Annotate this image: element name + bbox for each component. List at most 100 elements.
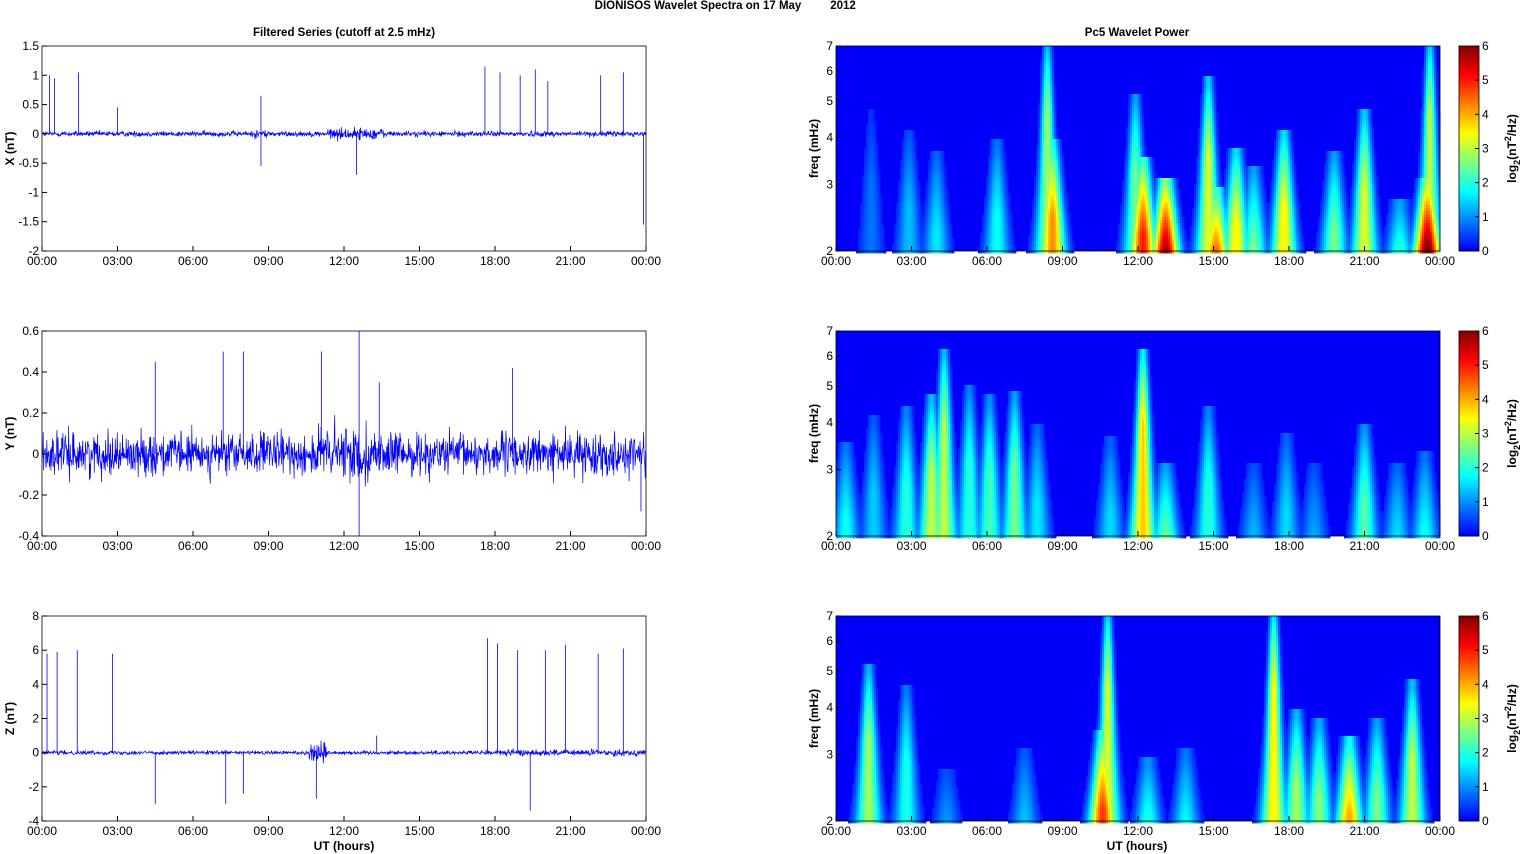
heatmap-cell: [1150, 184, 1153, 188]
heatmap-cell: [1042, 130, 1045, 134]
heatmap-cell: [1066, 196, 1069, 200]
heatmap-cell: [1000, 178, 1003, 182]
x-tick-label: 15:00: [404, 824, 434, 838]
heatmap-cell: [930, 157, 933, 161]
heatmap-cell: [1280, 175, 1283, 179]
heatmap-cell: [1040, 118, 1043, 122]
heatmap-cell: [1042, 82, 1045, 86]
heatmap-cell: [1368, 160, 1371, 164]
heatmap-cell: [870, 184, 873, 188]
heatmap-cell: [1434, 172, 1437, 176]
heatmap-cell: [1286, 184, 1289, 188]
heatmap-cell: [1426, 181, 1429, 185]
heatmap-cell: [1280, 142, 1283, 146]
heatmap-cell: [1212, 139, 1215, 143]
heatmap-cell: [1048, 157, 1051, 161]
heatmap-cell: [1158, 181, 1161, 185]
heatmap-cell: [1038, 160, 1041, 164]
heatmap-cell: [1350, 205, 1353, 209]
heatmap-cell: [916, 178, 919, 182]
heatmap-cell: [1176, 199, 1179, 203]
heatmap-cell: [1290, 202, 1293, 206]
heatmap-cell: [928, 175, 931, 179]
heatmap-cell: [1340, 166, 1343, 170]
heatmap-cell: [1368, 109, 1371, 113]
heatmap-cell: [1426, 58, 1429, 62]
heatmap-cell: [1422, 133, 1425, 137]
heatmap-cell: [1130, 115, 1133, 119]
heatmap-cell: [1240, 187, 1243, 191]
heatmap-cell: [1056, 148, 1059, 152]
heatmap-cell: [1048, 52, 1051, 56]
y-tick-label: 6: [32, 643, 39, 657]
heatmap-cell: [1040, 163, 1043, 167]
heatmap-cell: [998, 196, 1001, 200]
heatmap-cell: [1044, 166, 1047, 170]
heatmap-cell: [1160, 178, 1163, 182]
heatmap-cell: [1254, 178, 1257, 182]
heatmap-cell: [1356, 136, 1359, 140]
heatmap-cell: [1150, 202, 1153, 206]
heatmap-cell: [1290, 169, 1293, 173]
heatmap-cell: [1214, 133, 1217, 137]
heatmap-cell: [872, 127, 875, 131]
heatmap-cell: [1284, 178, 1287, 182]
heatmap-cell: [900, 169, 903, 173]
heatmap-cell: [1272, 202, 1275, 206]
heatmap-cell: [866, 124, 869, 128]
heatmap-cell: [1134, 181, 1137, 185]
heatmap-cell: [1422, 205, 1425, 209]
heatmap-cell: [1274, 184, 1277, 188]
heatmap-cell: [1280, 157, 1283, 161]
heatmap-cell: [1414, 193, 1417, 197]
heatmap-cell: [1388, 202, 1391, 206]
heatmap-cell: [1364, 142, 1367, 146]
heatmap-cell: [1420, 187, 1423, 191]
heatmap-cell: [992, 151, 995, 155]
heatmap-cell: [1044, 145, 1047, 149]
heatmap-cell: [1062, 157, 1065, 161]
heatmap-cell: [1126, 205, 1129, 209]
heatmap-cell: [1130, 121, 1133, 125]
heatmap-cell: [1040, 166, 1043, 170]
heatmap-cell: [904, 148, 907, 152]
heatmap-cell: [1056, 187, 1059, 191]
heatmap-cell: [1364, 127, 1367, 131]
heatmap-cell: [1372, 202, 1375, 206]
heatmap-cell: [1040, 91, 1043, 95]
heatmap-cell: [1370, 142, 1373, 146]
heatmap-cell: [1370, 196, 1373, 200]
heatmap-cell: [1264, 199, 1267, 203]
heatmap-cell: [1428, 199, 1431, 203]
heatmap-cell: [992, 205, 995, 209]
heatmap-cell: [1282, 187, 1285, 191]
heatmap-cell: [1004, 181, 1007, 185]
heatmap-cell: [1128, 106, 1131, 110]
heatmap-cell: [878, 205, 881, 209]
heatmap-cell: [906, 175, 909, 179]
heatmap-cell: [1436, 187, 1439, 191]
heatmap-cell: [1328, 166, 1331, 170]
heatmap-cell: [1274, 151, 1277, 155]
heatmap-cell: [1366, 172, 1369, 176]
heatmap-cell: [906, 205, 909, 209]
heatmap-cell: [1046, 82, 1049, 86]
heatmap-cell: [1212, 100, 1215, 104]
heatmap-cell: [942, 160, 945, 164]
heatmap-cell: [1054, 91, 1057, 95]
heatmap-cell: [994, 196, 997, 200]
heatmap-cell: [1134, 193, 1137, 197]
heatmap-cell: [868, 115, 871, 119]
heatmap-cell: [1044, 181, 1047, 185]
heatmap-cell: [1048, 199, 1051, 203]
heatmap-cell: [1002, 139, 1005, 143]
heatmap-cell: [1430, 82, 1433, 86]
heatmap-cell: [1276, 172, 1279, 176]
heatmap-cell: [1206, 109, 1209, 113]
heatmap-cell: [1368, 142, 1371, 146]
heatmap-cell: [1140, 133, 1143, 137]
heatmap-cell: [1206, 127, 1209, 131]
heatmap-cell: [1054, 88, 1057, 92]
heatmap-cell: [864, 166, 867, 170]
heatmap-cell: [1426, 133, 1429, 137]
